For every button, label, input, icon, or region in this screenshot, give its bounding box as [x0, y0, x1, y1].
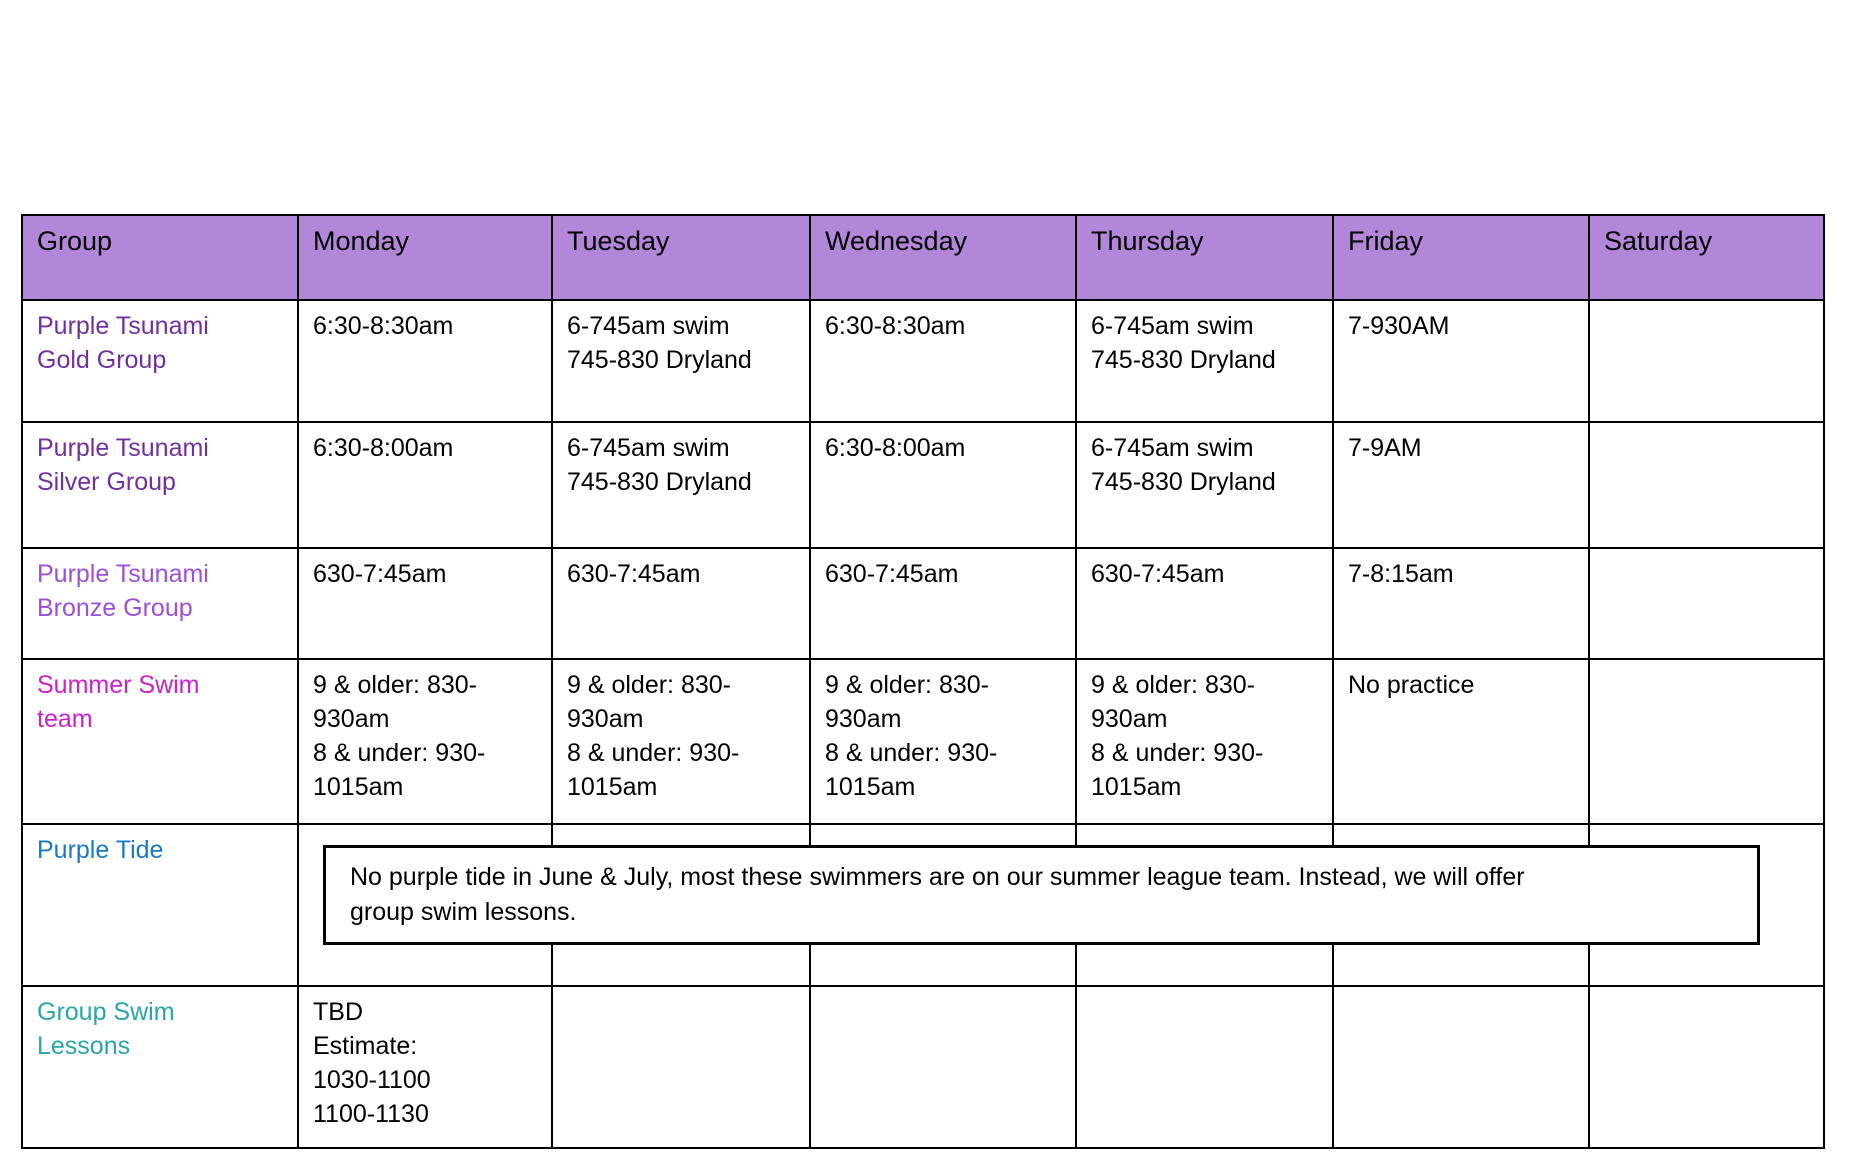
group-label-silver: Purple Tsunami Silver Group	[21, 421, 299, 549]
column-header-group: Group	[21, 214, 299, 301]
cell-silver-friday: 7-9AM	[1332, 421, 1590, 549]
cell-lessons-wednesday	[809, 985, 1077, 1149]
cell-lessons-friday	[1332, 985, 1590, 1149]
purple-tide-note-box: No purple tide in June & July, most thes…	[323, 845, 1760, 945]
cell-silver-monday: 6:30-8:00am	[297, 421, 553, 549]
cell-gold-saturday	[1588, 299, 1825, 423]
header-row: Group Monday Tuesday Wednesday Thursday …	[21, 214, 1825, 301]
swim-schedule-table: Group Monday Tuesday Wednesday Thursday …	[21, 214, 1825, 1149]
group-label-gold: Purple Tsunami Gold Group	[21, 299, 299, 423]
column-header-friday: Friday	[1332, 214, 1590, 301]
cell-lessons-thursday	[1075, 985, 1334, 1149]
group-label-swim-lessons: Group Swim Lessons	[21, 985, 299, 1149]
cell-summer-thursday: 9 & older: 830- 930am 8 & under: 930- 10…	[1075, 658, 1334, 825]
cell-bronze-monday: 630-7:45am	[297, 547, 553, 660]
cell-summer-monday: 9 & older: 830- 930am 8 & under: 930- 10…	[297, 658, 553, 825]
column-header-saturday: Saturday	[1588, 214, 1825, 301]
cell-summer-tuesday: 9 & older: 830- 930am 8 & under: 930- 10…	[551, 658, 811, 825]
cell-silver-saturday	[1588, 421, 1825, 549]
group-label-purple-tide: Purple Tide	[21, 823, 299, 987]
cell-summer-wednesday: 9 & older: 830- 930am 8 & under: 930- 10…	[809, 658, 1077, 825]
cell-bronze-thursday: 630-7:45am	[1075, 547, 1334, 660]
cell-gold-tuesday: 6-745am swim 745-830 Dryland	[551, 299, 811, 423]
table-row-silver-group: Purple Tsunami Silver Group 6:30-8:00am …	[21, 421, 1825, 549]
cell-bronze-wednesday: 630-7:45am	[809, 547, 1077, 660]
group-label-summer-swim: Summer Swim team	[21, 658, 299, 825]
table-row-summer-swim-team: Summer Swim team 9 & older: 830- 930am 8…	[21, 658, 1825, 825]
column-header-tuesday: Tuesday	[551, 214, 811, 301]
cell-gold-thursday: 6-745am swim 745-830 Dryland	[1075, 299, 1334, 423]
cell-summer-friday: No practice	[1332, 658, 1590, 825]
table-row-gold-group: Purple Tsunami Gold Group 6:30-8:30am 6-…	[21, 299, 1825, 423]
cell-bronze-tuesday: 630-7:45am	[551, 547, 811, 660]
cell-bronze-friday: 7-8:15am	[1332, 547, 1590, 660]
cell-lessons-monday: TBD Estimate: 1030-1100 1100-1130	[297, 985, 553, 1149]
cell-silver-tuesday: 6-745am swim 745-830 Dryland	[551, 421, 811, 549]
table-row-group-swim-lessons: Group Swim Lessons TBD Estimate: 1030-11…	[21, 985, 1825, 1149]
cell-gold-monday: 6:30-8:30am	[297, 299, 553, 423]
column-header-wednesday: Wednesday	[809, 214, 1077, 301]
cell-bronze-saturday	[1588, 547, 1825, 660]
column-header-monday: Monday	[297, 214, 553, 301]
cell-gold-wednesday: 6:30-8:30am	[809, 299, 1077, 423]
cell-silver-thursday: 6-745am swim 745-830 Dryland	[1075, 421, 1334, 549]
cell-gold-friday: 7-930AM	[1332, 299, 1590, 423]
table-row-bronze-group: Purple Tsunami Bronze Group 630-7:45am 6…	[21, 547, 1825, 660]
cell-summer-saturday	[1588, 658, 1825, 825]
cell-lessons-saturday	[1588, 985, 1825, 1149]
cell-silver-wednesday: 6:30-8:00am	[809, 421, 1077, 549]
cell-lessons-tuesday	[551, 985, 811, 1149]
group-label-bronze: Purple Tsunami Bronze Group	[21, 547, 299, 660]
column-header-thursday: Thursday	[1075, 214, 1334, 301]
